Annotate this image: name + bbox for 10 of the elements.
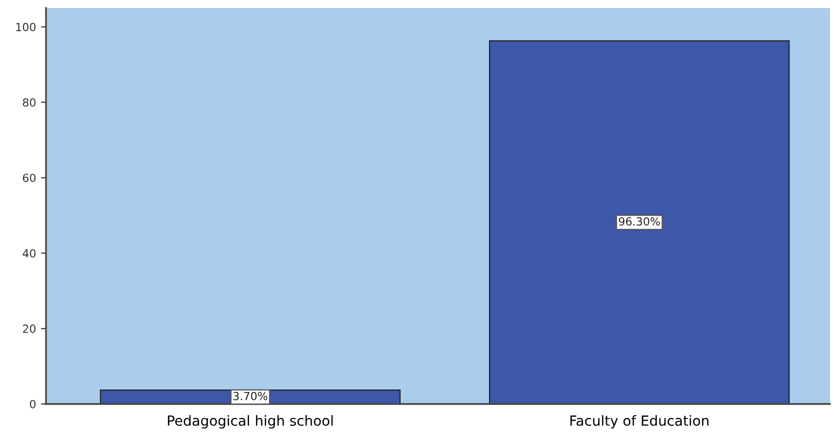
- data-label: 3.70%: [233, 392, 268, 400]
- y-tick-label: 80: [22, 98, 36, 107]
- y-tick-label: 20: [22, 324, 36, 333]
- y-tick-label: 0: [30, 400, 36, 408]
- data-label: 96.30%: [618, 217, 660, 226]
- y-tick-label: 60: [22, 174, 36, 182]
- y-tick-label: 40: [22, 249, 36, 258]
- x-tick-label: Faculty of Education: [570, 415, 708, 429]
- y-tick-label: 100: [16, 22, 36, 32]
- x-tick-label: Pedagogical high school: [168, 415, 333, 429]
